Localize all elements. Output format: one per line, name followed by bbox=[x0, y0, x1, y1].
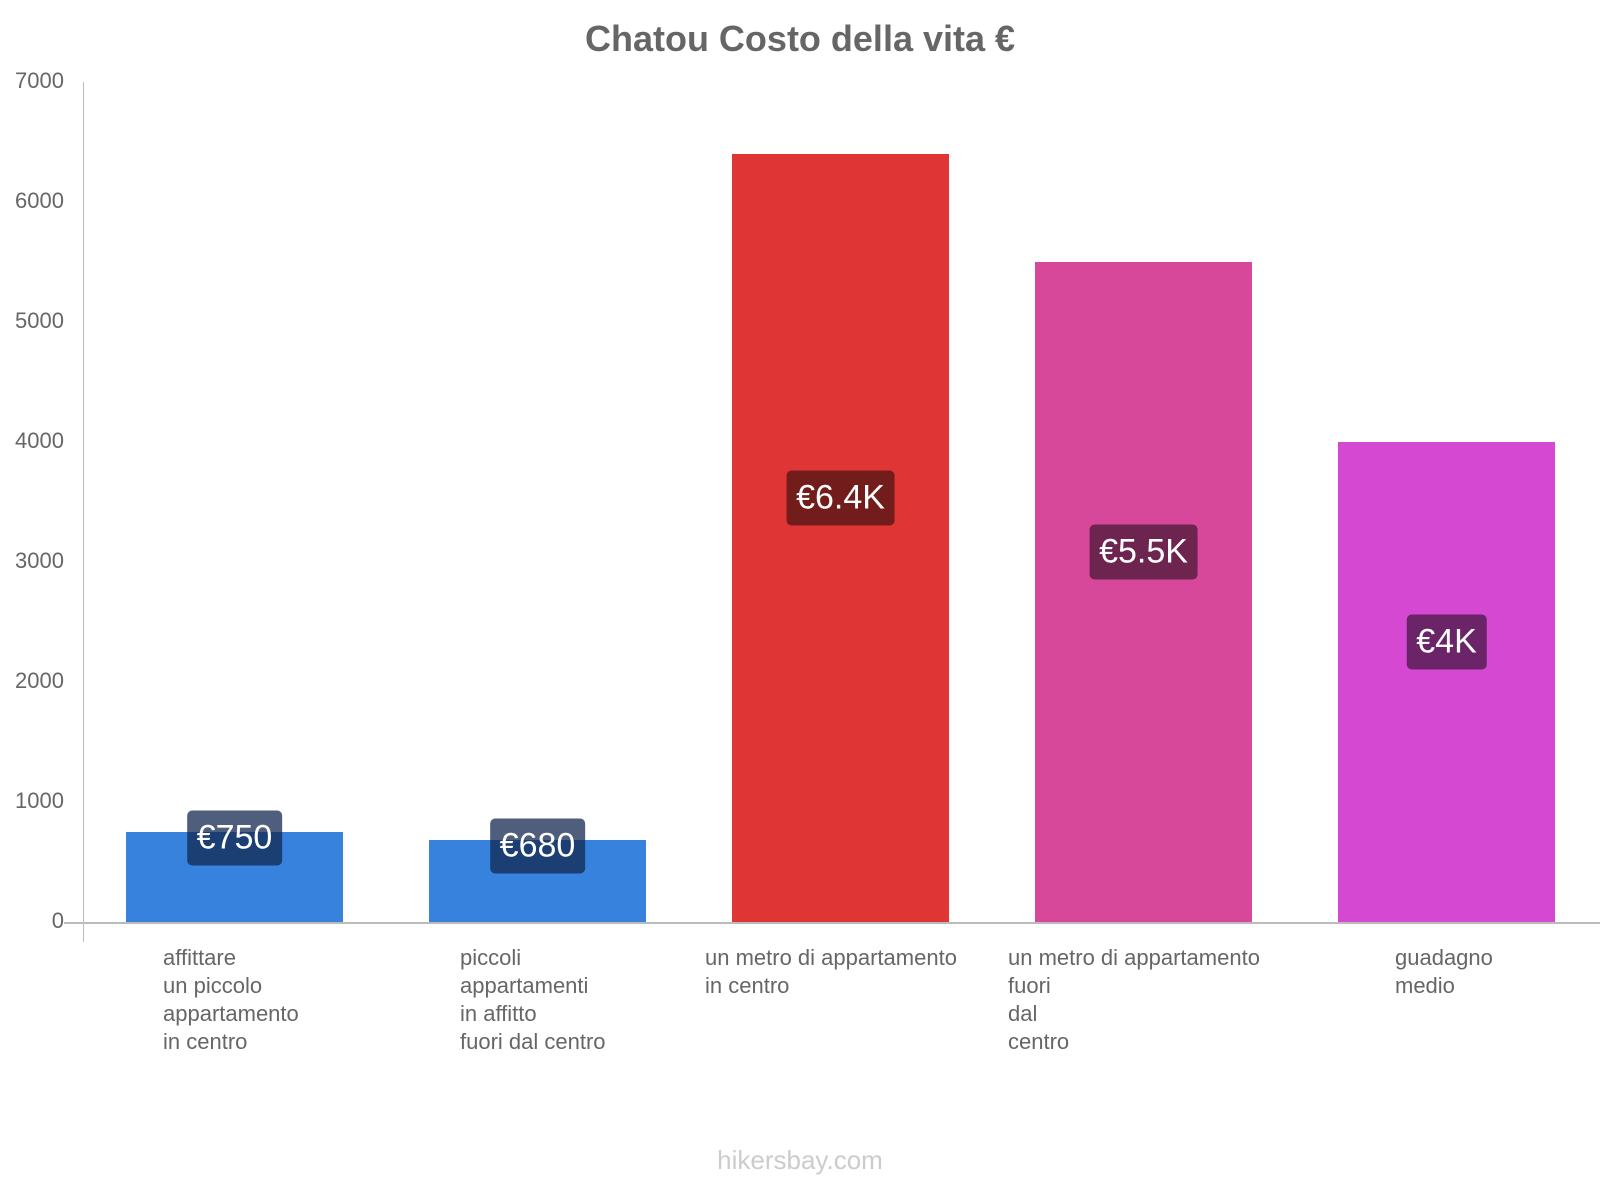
value-badge: €750 bbox=[186, 810, 283, 866]
bar[interactable] bbox=[1338, 442, 1555, 922]
y-tick-label: 5000 bbox=[15, 308, 64, 333]
value-badge: €6.4K bbox=[786, 470, 895, 526]
x-tick-label: guadagno medio bbox=[1395, 945, 1493, 998]
x-tick-label: un metro di appartamento fuori dal centr… bbox=[1008, 945, 1260, 1054]
x-tick-label: affittare un piccolo appartamento in cen… bbox=[163, 945, 299, 1054]
value-badge: €5.5K bbox=[1089, 524, 1198, 580]
y-tick-label: 0 bbox=[51, 908, 64, 933]
y-tick-label: 7000 bbox=[15, 68, 64, 93]
y-tick-label: 1000 bbox=[15, 788, 64, 813]
value-badge: €680 bbox=[489, 818, 586, 874]
y-tick-label: 2000 bbox=[15, 668, 64, 693]
bar[interactable] bbox=[1035, 262, 1252, 922]
y-tick-label: 3000 bbox=[15, 548, 64, 573]
value-badge: €4K bbox=[1406, 614, 1487, 670]
y-tick-label: 4000 bbox=[15, 428, 64, 453]
chart-title: Chatou Costo della vita € bbox=[584, 18, 1016, 59]
y-tick-label: 6000 bbox=[15, 188, 64, 213]
x-axis-line bbox=[64, 922, 1600, 924]
bar[interactable] bbox=[732, 154, 949, 922]
x-tick-label: piccoli appartamenti in affitto fuori da… bbox=[460, 945, 606, 1054]
x-tick-label: un metro di appartamento in centro bbox=[705, 945, 957, 998]
y-axis-line bbox=[83, 82, 84, 942]
watermark: hikersbay.com bbox=[717, 1145, 883, 1175]
